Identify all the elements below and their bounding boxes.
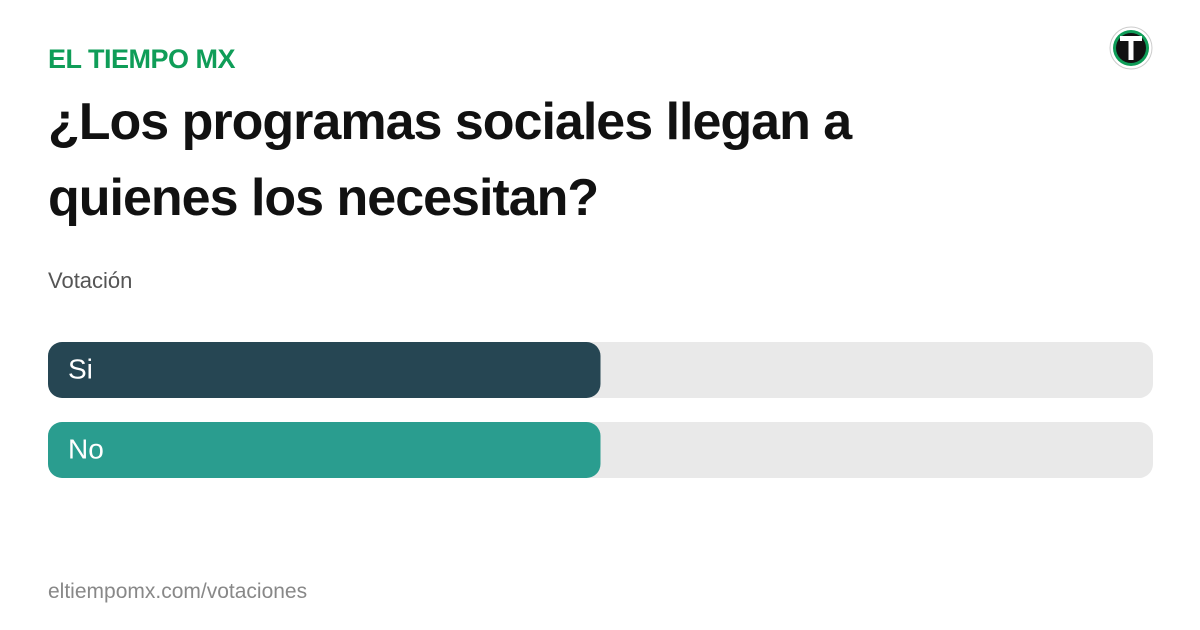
site-name: EL TIEMPO MX [48,44,236,74]
footer-url: eltiempomx.com/votaciones [48,580,308,603]
chart-title: ¿Los programas sociales llegan a quienes… [48,93,852,227]
chart-subtitle: Votación [48,268,133,293]
bar [48,422,601,478]
bar [48,342,601,398]
logo [1109,26,1153,70]
option-label: Si [68,353,93,384]
option-label: No [68,433,104,464]
